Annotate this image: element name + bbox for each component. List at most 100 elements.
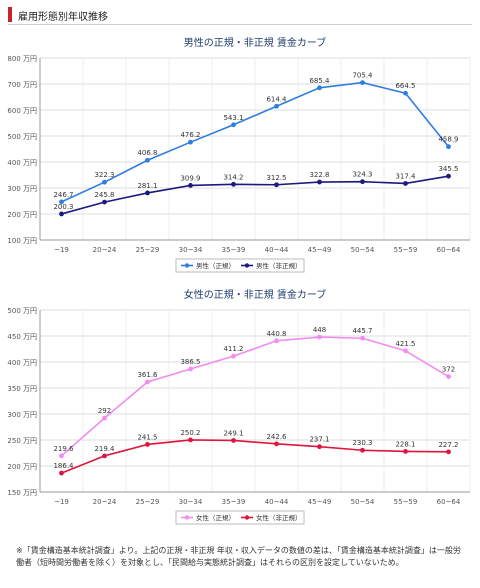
y-tick-label: 350 万円	[7, 385, 37, 393]
legend-box	[175, 258, 305, 273]
data-label: 445.7	[352, 327, 372, 335]
data-label: 219.4	[94, 445, 115, 453]
x-tick-label: ~19	[54, 246, 69, 254]
data-point	[188, 366, 193, 372]
data-point	[274, 441, 279, 447]
data-point	[317, 334, 322, 340]
series-line	[60, 336, 449, 457]
x-tick-label: 35~39	[222, 498, 246, 506]
data-label: 440.8	[266, 330, 286, 338]
x-tick-label: 40~44	[265, 246, 289, 254]
data-point	[317, 85, 322, 91]
x-tick-label: 60~64	[437, 246, 461, 254]
data-point	[317, 179, 322, 185]
x-tick-label: 20~24	[93, 246, 117, 254]
x-tick-label: 45~49	[308, 498, 332, 506]
data-point	[231, 438, 236, 443]
data-label: 242.6	[266, 433, 287, 441]
data-point	[360, 335, 365, 341]
series-line	[61, 81, 450, 203]
data-label: 614.4	[266, 95, 287, 103]
data-point	[403, 181, 408, 186]
data-label: 281.1	[137, 182, 157, 190]
data-point	[102, 415, 107, 421]
data-point	[145, 442, 150, 447]
legend-swatch-marker	[184, 263, 190, 268]
section-header: 雇用形態別年収推移	[8, 6, 472, 25]
x-tick-label: 20~24	[93, 498, 117, 506]
data-point	[360, 179, 365, 185]
data-label: 448	[313, 326, 326, 334]
x-tick-label: 35~39	[222, 246, 246, 254]
x-tick-label: 30~34	[179, 498, 203, 506]
data-label: 421.5	[395, 340, 415, 348]
data-point	[102, 453, 107, 459]
x-tick-label: 55~59	[394, 498, 418, 506]
data-point	[188, 139, 193, 145]
data-point	[145, 190, 150, 196]
data-point	[145, 379, 150, 385]
y-tick-label: 300 万円	[7, 411, 37, 419]
data-label: 386.5	[180, 358, 200, 366]
data-label: 476.2	[180, 131, 200, 139]
x-tick-label: 40~44	[265, 498, 289, 506]
data-label: 309.9	[180, 174, 200, 182]
data-label: 361.6	[137, 371, 158, 379]
data-point	[403, 348, 408, 354]
x-tick-label: 45~49	[308, 246, 332, 254]
data-point	[446, 173, 451, 179]
chart-title: 男性の正規・非正規 賃金カーブ	[184, 36, 327, 49]
data-label: 292	[98, 407, 111, 415]
data-point	[231, 353, 236, 359]
data-label: 230.3	[352, 439, 372, 447]
x-tick-label: ~19	[54, 498, 69, 506]
data-label: 250.2	[180, 429, 200, 437]
data-label: 241.5	[137, 433, 157, 441]
data-label: 228.1	[395, 440, 415, 448]
data-point	[59, 453, 64, 459]
data-label: 227.2	[438, 441, 458, 449]
x-tick-label: 25~29	[136, 498, 160, 506]
chart-title: 女性の正規・非正規 賃金カーブ	[184, 288, 327, 301]
data-point	[59, 199, 64, 205]
header-accent-bar	[8, 7, 12, 22]
y-tick-label: 500 万円	[7, 307, 37, 315]
data-point	[446, 374, 451, 379]
y-tick-label: 800 万円	[7, 55, 37, 63]
male-wage-curve-chart: 男性の正規・非正規 賃金カーブ 100 万円 200 万円 300 万円 400 万円 5…	[7, 36, 471, 273]
data-label: 245.8	[94, 191, 114, 199]
y-tick-label: 200 万円	[7, 211, 37, 219]
y-tick-label: 500 万円	[7, 133, 37, 141]
data-label: 314.2	[223, 173, 243, 181]
x-tick-label: 50~54	[351, 498, 375, 506]
y-tick-label: 150 万円	[7, 489, 37, 497]
legend-label: 男性（正規）	[196, 261, 235, 270]
female-wage-curve-chart: 女性の正規・非正規 賃金カーブ 150 万円 200 万円 250 万円 300 万円 3…	[7, 288, 471, 525]
data-label: 322.8	[309, 171, 329, 179]
x-tick-label: 30~34	[179, 246, 203, 254]
data-point	[188, 437, 193, 443]
data-point	[274, 182, 279, 188]
y-tick-label: 450 万円	[7, 333, 37, 341]
y-tick-label: 700 万円	[7, 81, 37, 89]
data-point	[102, 199, 107, 205]
y-tick-label: 400 万円	[7, 359, 37, 367]
data-label: 345.5	[438, 165, 458, 173]
data-point	[446, 449, 451, 455]
x-tick-label: 55~59	[394, 246, 418, 254]
x-tick-label: 25~29	[136, 246, 160, 254]
data-point	[446, 144, 451, 150]
data-label: 324.3	[352, 171, 372, 179]
y-tick-label: 300 万円	[7, 185, 37, 193]
x-tick-label: 60~64	[437, 498, 461, 506]
data-label: 372	[442, 366, 455, 374]
legend-label: 男性（非正規）	[256, 261, 302, 270]
data-label: 200.3	[53, 203, 73, 211]
data-point	[145, 157, 150, 163]
y-tick-label: 600 万円	[7, 107, 37, 115]
data-label: 246.7	[53, 191, 73, 199]
legend-label: 女性（非正規）	[256, 513, 302, 522]
data-label: 249.1	[223, 429, 243, 437]
data-label: 322.3	[94, 171, 114, 179]
data-point	[231, 181, 236, 187]
